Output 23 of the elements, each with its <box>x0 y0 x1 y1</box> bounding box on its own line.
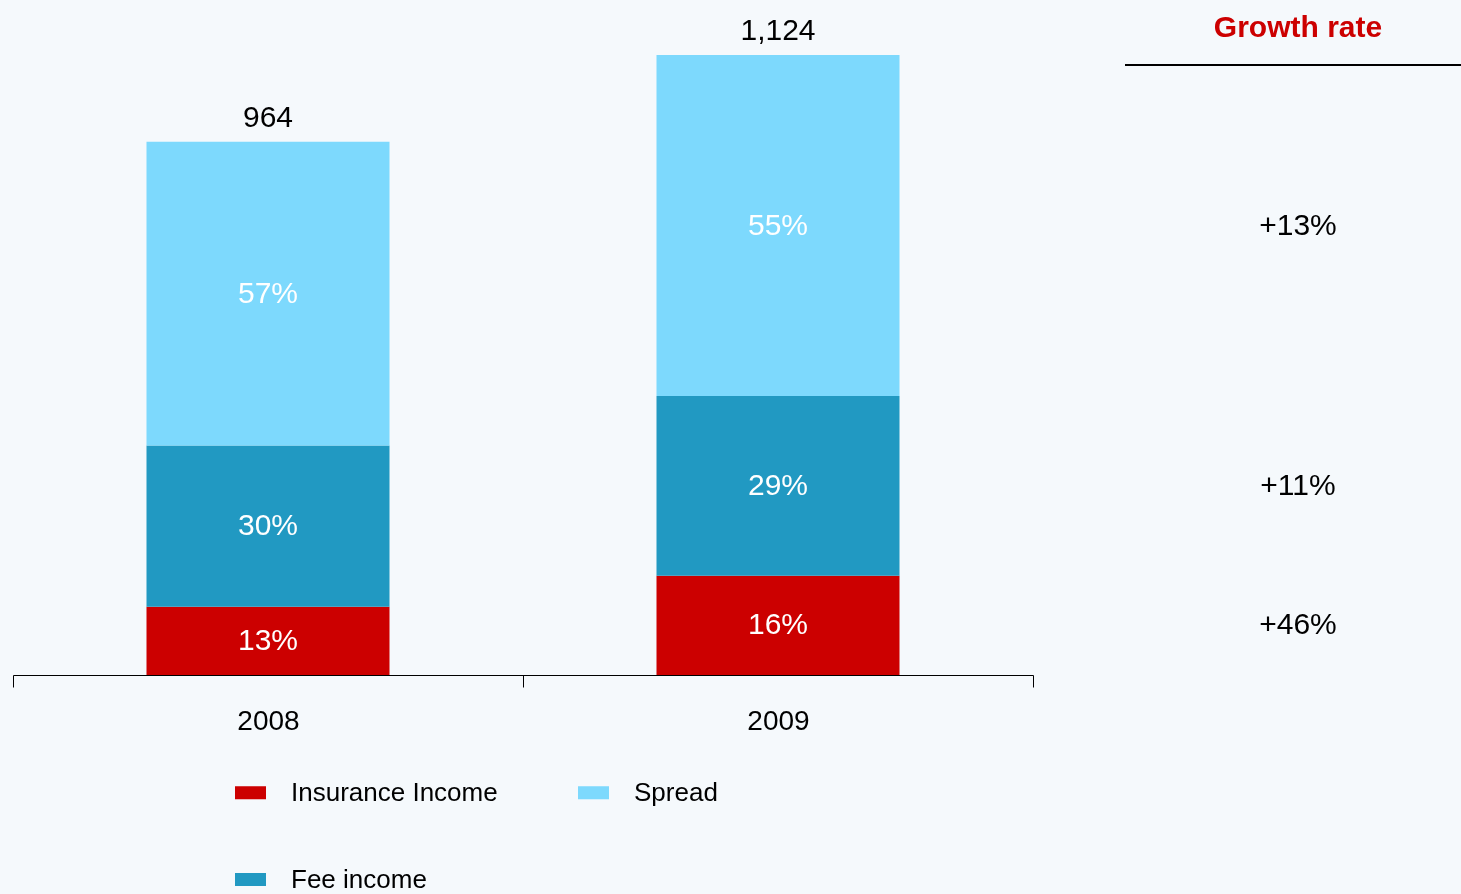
x-tick-label: 2008 <box>237 704 300 736</box>
text: +46% <box>1259 607 1337 641</box>
legend-label: Fee income <box>291 863 427 894</box>
bar <box>656 575 900 675</box>
x-tick-label: 2009 <box>747 704 810 736</box>
bar <box>146 141 390 446</box>
text: +11% <box>1260 467 1336 501</box>
annotation: 57% <box>237 275 299 309</box>
annotation: 29% <box>747 467 809 501</box>
annotation: 16% <box>747 607 809 641</box>
bar <box>656 55 900 396</box>
legend-label: Spread <box>634 776 718 807</box>
bar <box>146 606 390 675</box>
bar <box>656 396 900 576</box>
text: 1,124 <box>740 13 816 46</box>
legend-label: Insurance Income <box>291 776 498 807</box>
annotation: 55% <box>747 207 809 241</box>
text: Growth rate <box>1213 10 1383 43</box>
bar <box>146 445 390 607</box>
annotation: 30% <box>237 508 299 542</box>
text: +13% <box>1259 207 1337 241</box>
annotation: 13% <box>237 622 299 656</box>
annotation: 964 <box>242 99 294 133</box>
